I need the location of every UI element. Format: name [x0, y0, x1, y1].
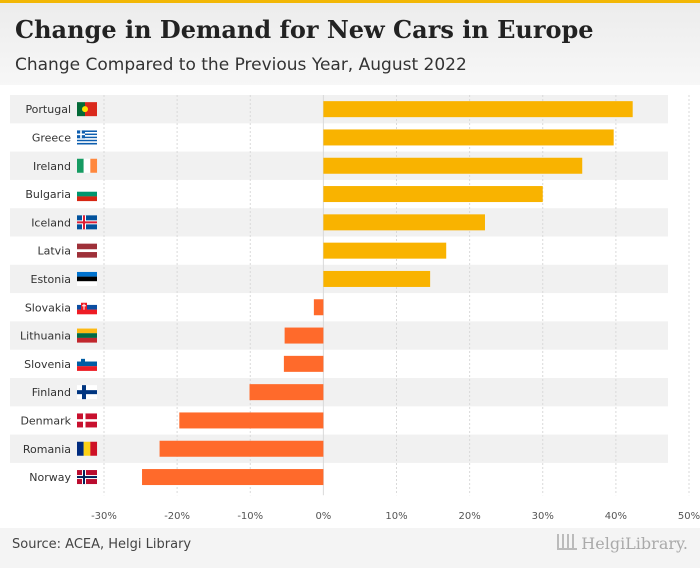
bar — [323, 214, 485, 231]
row-stripe — [10, 378, 668, 407]
bar-chart: Portugal Greece Ireland Bulgaria Iceland Latv… — [10, 95, 700, 522]
brand-logo: HelgiLibrary. — [557, 534, 688, 553]
category-label: Ireland — [33, 160, 71, 173]
bar — [323, 157, 583, 174]
lithuania-flag-icon — [77, 328, 97, 343]
category-label: Norway — [29, 471, 71, 484]
x-tick-label: 20% — [459, 511, 481, 522]
bar — [323, 101, 633, 118]
ireland-flag-icon — [77, 158, 98, 173]
category-label: Slovakia — [25, 301, 71, 314]
category-label: Denmark — [20, 414, 71, 427]
chart-footer: Source: ACEA, Helgi Library HelgiLibrary… — [0, 528, 700, 568]
category-label: Latvia — [38, 245, 72, 258]
category-label: Lithuania — [20, 330, 71, 343]
chart-subtitle: Change Compared to the Previous Year, Au… — [15, 55, 467, 75]
estonia-flag-icon — [77, 271, 97, 286]
bar — [142, 469, 324, 486]
chart-title: Change in Demand for New Cars in Europe — [15, 15, 594, 44]
category-label: Portugal — [25, 103, 71, 116]
bar — [284, 327, 324, 344]
x-tick-label: -10% — [237, 511, 263, 522]
chart-header: Change in Demand for New Cars in Europe … — [0, 3, 700, 85]
bulgaria-flag-icon — [77, 187, 97, 202]
x-tick-label: 40% — [605, 511, 627, 522]
bar — [323, 186, 543, 203]
slovenia-flag-icon — [77, 356, 97, 371]
x-tick-label: 0% — [315, 511, 331, 522]
bar — [159, 440, 324, 457]
x-tick-label: 30% — [532, 511, 554, 522]
row-stripe — [10, 321, 668, 350]
category-label: Iceland — [31, 216, 71, 229]
portugal-flag-icon — [77, 102, 97, 117]
bar — [323, 129, 614, 146]
library-icon — [557, 534, 578, 550]
x-tick-label: -30% — [91, 511, 117, 522]
top-accent-bar — [0, 0, 700, 3]
category-label: Finland — [32, 386, 71, 399]
greece-flag-icon — [77, 130, 97, 145]
iceland-flag-icon — [77, 215, 97, 230]
denmark-flag-icon — [77, 413, 97, 428]
x-tick-label: 10% — [385, 511, 407, 522]
slovakia-flag-icon — [77, 300, 97, 315]
norway-flag-icon — [77, 470, 97, 485]
bar — [179, 412, 324, 429]
row-stripe — [10, 434, 668, 463]
bar — [323, 242, 447, 259]
category-label: Bulgaria — [25, 188, 71, 201]
category-label: Greece — [32, 131, 71, 144]
category-label: Estonia — [31, 273, 72, 286]
romania-flag-icon — [77, 441, 98, 456]
bar — [283, 355, 324, 372]
bar — [323, 270, 431, 287]
category-label: Slovenia — [24, 358, 71, 371]
bar — [313, 299, 324, 316]
x-tick-label: 50% — [678, 511, 700, 522]
brand-name: HelgiLibrary. — [581, 534, 688, 553]
category-label: Romania — [23, 443, 71, 456]
finland-flag-icon — [77, 385, 97, 400]
bar — [249, 384, 324, 401]
latvia-flag-icon — [77, 243, 97, 258]
source-note: Source: ACEA, Helgi Library — [12, 537, 192, 552]
x-tick-label: -20% — [164, 511, 190, 522]
